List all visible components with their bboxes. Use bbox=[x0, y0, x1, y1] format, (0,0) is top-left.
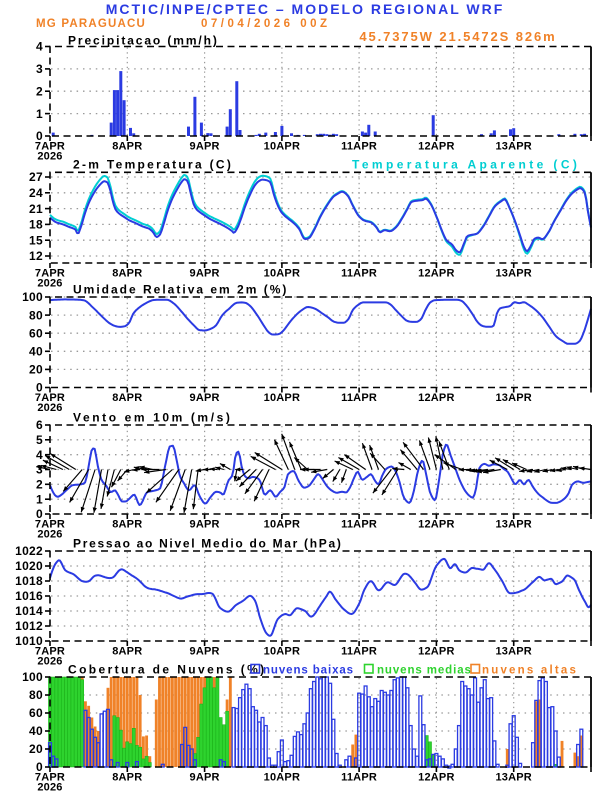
svg-text:4: 4 bbox=[36, 448, 43, 462]
svg-text:3: 3 bbox=[36, 62, 43, 76]
svg-text:4: 4 bbox=[36, 40, 43, 54]
svg-text:12APR: 12APR bbox=[418, 646, 454, 658]
svg-text:2026: 2026 bbox=[37, 402, 62, 414]
svg-text:1022: 1022 bbox=[15, 544, 43, 558]
svg-text:2026: 2026 bbox=[37, 656, 62, 668]
svg-text:10APR: 10APR bbox=[264, 392, 300, 404]
svg-text:Vento em 10m (m/s): Vento em 10m (m/s) bbox=[73, 411, 233, 425]
svg-text:60: 60 bbox=[29, 326, 43, 340]
svg-text:60: 60 bbox=[29, 706, 43, 720]
svg-text:45.7375W 21.5472S 826m: 45.7375W 21.5472S 826m bbox=[359, 29, 556, 44]
svg-text:24: 24 bbox=[29, 186, 43, 200]
svg-text:3: 3 bbox=[36, 463, 43, 477]
svg-text:13APR: 13APR bbox=[495, 141, 531, 153]
svg-text:12APR: 12APR bbox=[418, 141, 454, 153]
svg-text:13APR: 13APR bbox=[495, 268, 531, 280]
svg-text:5: 5 bbox=[36, 433, 43, 447]
svg-text:Cobertura de Nuvens (%): Cobertura de Nuvens (%) bbox=[68, 663, 267, 677]
svg-text:100: 100 bbox=[22, 670, 43, 684]
svg-text:80: 80 bbox=[29, 688, 43, 702]
svg-text:13APR: 13APR bbox=[495, 519, 531, 531]
svg-text:2026: 2026 bbox=[37, 278, 62, 290]
svg-text:1: 1 bbox=[36, 107, 43, 121]
svg-text:12: 12 bbox=[29, 249, 43, 263]
svg-text:100: 100 bbox=[22, 290, 43, 304]
svg-text:2026: 2026 bbox=[37, 782, 62, 793]
svg-text:2: 2 bbox=[36, 85, 43, 99]
svg-text:11APR: 11APR bbox=[341, 519, 377, 531]
svg-text:27: 27 bbox=[29, 170, 43, 184]
svg-text:40: 40 bbox=[29, 724, 43, 738]
svg-text:2: 2 bbox=[36, 478, 43, 492]
svg-text:MG PARAGUACU: MG PARAGUACU bbox=[36, 18, 146, 30]
svg-text:8APR: 8APR bbox=[112, 392, 142, 404]
svg-text:Pressao ao Nivel Medio do Mar: Pressao ao Nivel Medio do Mar (hPa) bbox=[73, 537, 343, 551]
svg-text:8APR: 8APR bbox=[112, 646, 142, 658]
svg-text:nuvens medias: nuvens medias bbox=[377, 665, 472, 677]
svg-text:10APR: 10APR bbox=[264, 141, 300, 153]
svg-text:9APR: 9APR bbox=[190, 772, 220, 784]
svg-text:10APR: 10APR bbox=[264, 268, 300, 280]
svg-text:1016: 1016 bbox=[15, 589, 43, 603]
svg-text:9APR: 9APR bbox=[190, 141, 220, 153]
svg-text:20: 20 bbox=[29, 742, 43, 756]
svg-text:11APR: 11APR bbox=[341, 392, 377, 404]
svg-text:1014: 1014 bbox=[15, 604, 43, 618]
svg-text:1018: 1018 bbox=[15, 574, 43, 588]
svg-text:nuvens altas: nuvens altas bbox=[482, 665, 578, 677]
svg-text:8APR: 8APR bbox=[112, 772, 142, 784]
svg-text:9APR: 9APR bbox=[190, 519, 220, 531]
svg-text:11APR: 11APR bbox=[341, 772, 377, 784]
svg-text:8APR: 8APR bbox=[112, 519, 142, 531]
svg-text:80: 80 bbox=[29, 308, 43, 322]
svg-text:8APR: 8APR bbox=[112, 141, 142, 153]
svg-text:1012: 1012 bbox=[15, 619, 43, 633]
svg-text:1020: 1020 bbox=[15, 559, 43, 573]
svg-text:11APR: 11APR bbox=[341, 141, 377, 153]
svg-text:2026: 2026 bbox=[37, 529, 62, 541]
svg-text:18: 18 bbox=[29, 218, 43, 232]
svg-text:13APR: 13APR bbox=[495, 646, 531, 658]
svg-text:11APR: 11APR bbox=[341, 268, 377, 280]
svg-text:12APR: 12APR bbox=[418, 772, 454, 784]
svg-text:Precipitacao (mm/h): Precipitacao (mm/h) bbox=[68, 34, 219, 48]
svg-text:10APR: 10APR bbox=[264, 772, 300, 784]
svg-text:MCTIC/INPE/CPTEC – MODELO REGI: MCTIC/INPE/CPTEC – MODELO REGIONAL WRF bbox=[106, 1, 505, 17]
svg-text:10APR: 10APR bbox=[264, 646, 300, 658]
svg-text:07/04/2026 00Z: 07/04/2026 00Z bbox=[201, 18, 331, 30]
svg-text:13APR: 13APR bbox=[495, 772, 531, 784]
svg-text:6: 6 bbox=[36, 418, 43, 432]
svg-text:2026: 2026 bbox=[37, 151, 62, 163]
svg-text:12APR: 12APR bbox=[418, 268, 454, 280]
svg-text:Temperatura Aparente (C): Temperatura Aparente (C) bbox=[352, 158, 580, 172]
svg-text:Umidade Relativa em 2m (%): Umidade Relativa em 2m (%) bbox=[73, 283, 288, 297]
svg-text:8APR: 8APR bbox=[112, 268, 142, 280]
svg-text:20: 20 bbox=[29, 363, 43, 377]
svg-text:9APR: 9APR bbox=[190, 268, 220, 280]
svg-text:12APR: 12APR bbox=[418, 392, 454, 404]
svg-text:13APR: 13APR bbox=[495, 392, 531, 404]
svg-text:9APR: 9APR bbox=[190, 646, 220, 658]
svg-text:12APR: 12APR bbox=[418, 519, 454, 531]
svg-text:2-m Temperatura (C): 2-m Temperatura (C) bbox=[73, 158, 233, 172]
svg-text:21: 21 bbox=[29, 202, 43, 216]
svg-text:15: 15 bbox=[29, 233, 43, 247]
svg-text:nuvens baixas: nuvens baixas bbox=[263, 665, 354, 677]
svg-text:9APR: 9APR bbox=[190, 392, 220, 404]
svg-text:1: 1 bbox=[36, 492, 43, 506]
svg-text:10APR: 10APR bbox=[264, 519, 300, 531]
svg-text:11APR: 11APR bbox=[341, 646, 377, 658]
svg-text:40: 40 bbox=[29, 345, 43, 359]
